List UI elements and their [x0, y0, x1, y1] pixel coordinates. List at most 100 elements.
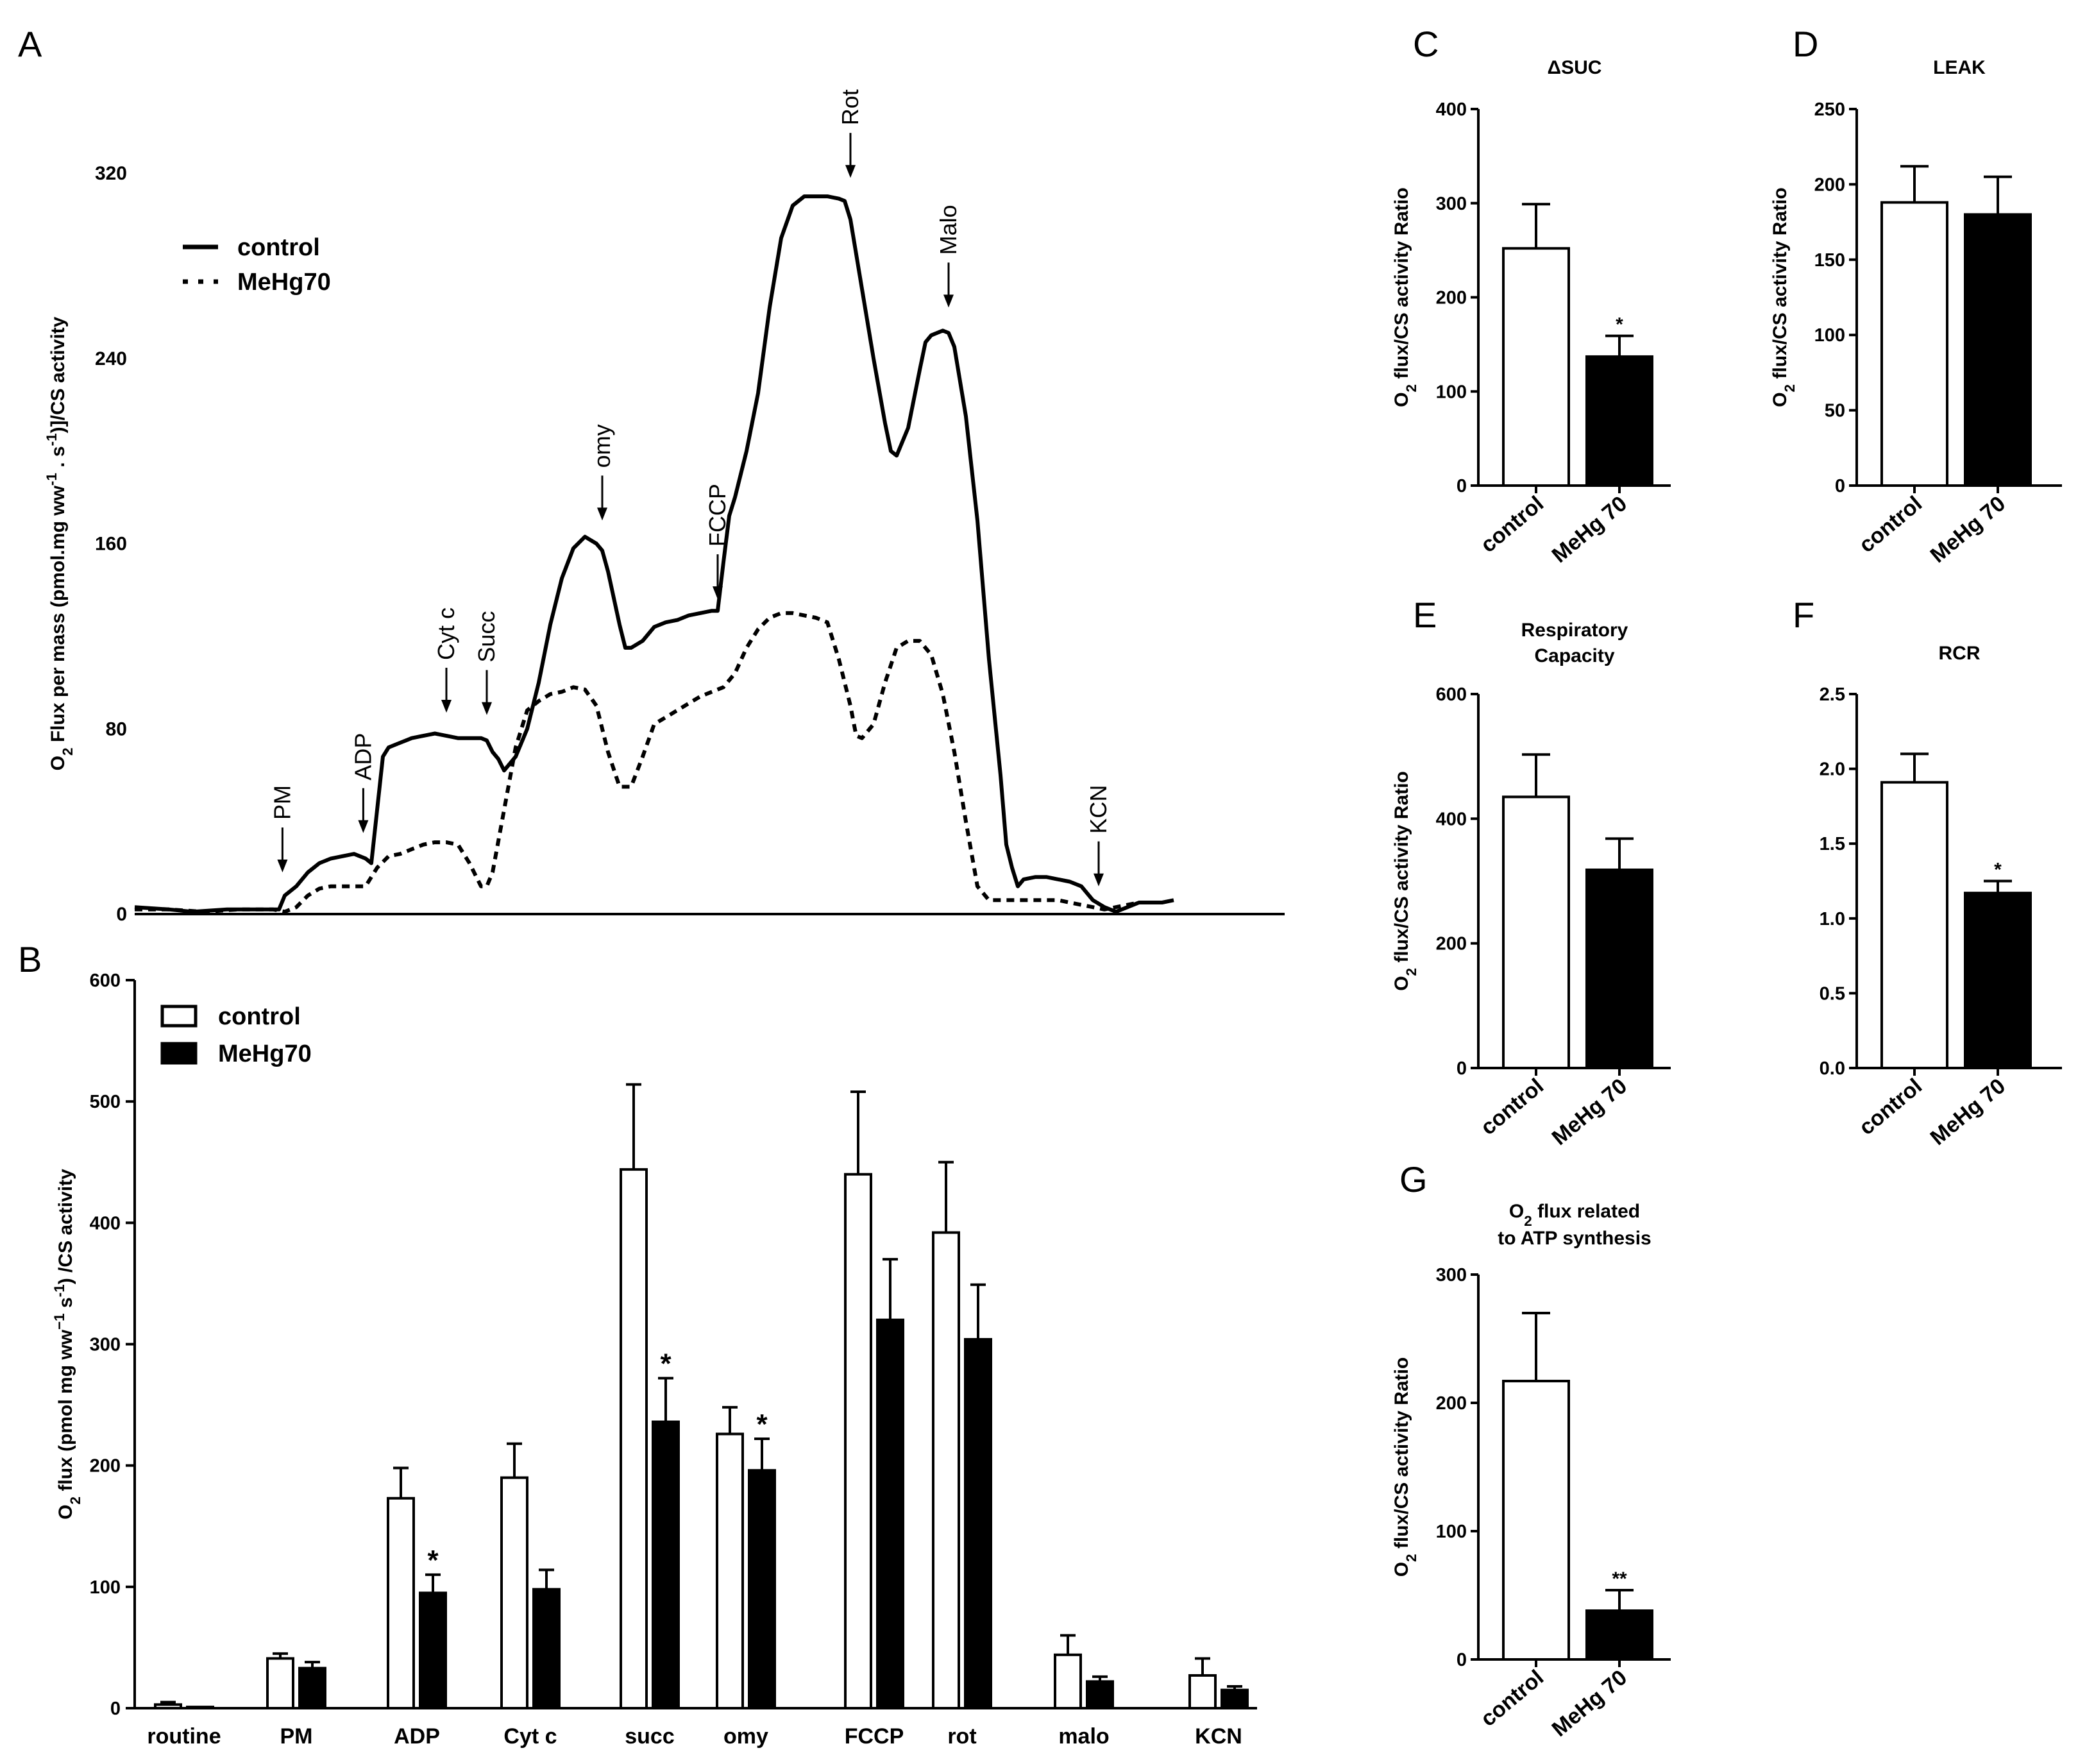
x-category-label: control	[1476, 1665, 1548, 1731]
annotation-omy: omy	[589, 424, 615, 521]
x-category-label: Cyt c	[503, 1724, 557, 1749]
annotation-label: PM	[269, 785, 295, 820]
bar-MeHg70	[1221, 1688, 1249, 1709]
bar-MeHg70	[652, 1420, 680, 1709]
bar-MeHg-70	[1585, 355, 1653, 488]
legend: control MeHg70	[160, 1003, 312, 1067]
annotation-arrowhead	[277, 860, 288, 873]
annotation-label: Succ	[473, 611, 500, 663]
panel-D: 0 50 100 150 200 250 O2 flux/CS activity Ratio…	[1770, 57, 2062, 568]
series-line-MeHg70	[135, 611, 1151, 914]
x-category-label: MeHg 70	[1548, 1074, 1632, 1150]
x-category-label: rot	[947, 1724, 976, 1749]
bar-MeHg70	[1086, 1680, 1114, 1709]
annotation-arrowhead	[482, 702, 492, 715]
bar-control	[154, 1703, 182, 1709]
bar-control	[1054, 1653, 1082, 1709]
y-axis-label: O2 flux/CS activity Ratio	[1391, 187, 1419, 407]
y-tick-label: 400	[1436, 99, 1467, 120]
y-tick-label: 200	[1436, 934, 1467, 954]
panel-title-line: to ATP synthesis	[1498, 1228, 1651, 1249]
y-axis-label: O2 flux (pmol mg ww−1 s-1) /CS activity	[51, 1169, 83, 1520]
y-tick-label: 200	[90, 1456, 121, 1477]
legend-label: MeHg70	[218, 1040, 312, 1067]
x-category-label: ADP	[394, 1724, 440, 1749]
panel-label-C: C	[1413, 24, 1439, 64]
bar-MeHg70	[419, 1591, 447, 1710]
bar-MeHg-70	[1585, 869, 1653, 1069]
panel-G: 0 100 200 300 O2 flux/CS activity Ratio O2 fl…	[1391, 1201, 1671, 1742]
y-tick-label: 200	[1436, 288, 1467, 309]
annotation-PM: PM	[269, 785, 295, 873]
bar-control	[932, 1231, 960, 1709]
bar-control	[1880, 781, 1948, 1069]
annotation-ADP: ADP	[350, 733, 376, 833]
panel-label-F: F	[1793, 595, 1814, 635]
y-tick-label: 80	[106, 718, 127, 740]
bar-control	[1502, 247, 1570, 487]
y-tick-label: 0	[1457, 1650, 1467, 1670]
bar-MeHg70	[964, 1337, 992, 1709]
bar-control	[387, 1497, 415, 1710]
legend-label: control	[218, 1003, 301, 1030]
y-tick-label: 320	[95, 163, 127, 184]
annotation-KCN: KCN	[1085, 785, 1111, 886]
significance-marker: *	[1994, 860, 2002, 881]
annotation-arrowhead	[597, 507, 607, 521]
y-tick-label: 100	[1436, 1522, 1467, 1542]
bar-control	[844, 1173, 872, 1709]
x-category-label: control	[1854, 1074, 1927, 1140]
y-tick-label: 240	[95, 348, 127, 369]
annotation-arrowhead	[943, 294, 954, 308]
y-tick-label: 300	[1436, 194, 1467, 214]
y-tick-label: 2.5	[1820, 684, 1845, 705]
panel-label-B: B	[18, 939, 42, 980]
y-tick-label: 0	[116, 904, 127, 925]
panel-label-D: D	[1793, 24, 1818, 64]
bar-MeHg-70	[1585, 1609, 1653, 1661]
bar-MeHg-70	[1964, 892, 2032, 1069]
x-category-label: MeHg 70	[1548, 1665, 1632, 1742]
annotation-label: omy	[589, 424, 615, 468]
y-tick-label: 500	[90, 1092, 121, 1112]
legend-label: control	[237, 234, 320, 261]
y-tick-label: 1.5	[1820, 834, 1845, 854]
y-tick-label: 0.5	[1820, 983, 1845, 1004]
y-tick-label: 0	[1835, 476, 1845, 496]
y-tick-label: 250	[1814, 99, 1845, 120]
annotation-label: FCCP	[704, 484, 731, 547]
annotation-label: Cyt c	[433, 607, 459, 660]
y-tick-label: 300	[1436, 1265, 1467, 1285]
bar-control	[716, 1432, 744, 1710]
panel-A: 0 80 160 240 320 O2 Flux per mass (pmol.mg ww…	[44, 89, 1285, 925]
significance-marker: *	[660, 1348, 672, 1379]
x-category-label: FCCP	[845, 1724, 904, 1749]
series-line-control	[134, 194, 1174, 914]
x-category-label: control	[1854, 491, 1927, 557]
panel-B: 0 100 200 300 400 500 600 O2 flux (pmol mg ww−1…	[51, 971, 1257, 1749]
y-axis-label: O2 Flux per mass (pmol.mg ww-1 . s-1)]/C…	[44, 316, 76, 770]
annotation-label: Rot	[837, 89, 863, 125]
annotation-label: Malo	[935, 205, 961, 255]
y-tick-label: 0	[1457, 476, 1467, 496]
x-category-label: MeHg 70	[1548, 491, 1632, 568]
annotation-label: ADP	[350, 733, 376, 781]
y-tick-label: 100	[90, 1577, 121, 1598]
x-category-label: control	[1476, 1074, 1548, 1140]
bar-MeHg70	[298, 1666, 326, 1709]
panel-title: RCR	[1939, 643, 1981, 664]
panel-label-E: E	[1413, 595, 1437, 635]
y-tick-label: 0.0	[1820, 1058, 1845, 1079]
annotation-Rot: Rot	[837, 89, 863, 178]
panel-label-A: A	[18, 24, 42, 64]
panel-F: 0.0 0.5 1.0 1.5 2.0 2.5 RCR control * MeHg 70	[1820, 643, 2062, 1150]
annotation-Malo: Malo	[935, 205, 961, 308]
bar-control	[1880, 201, 1948, 487]
bar-control	[500, 1476, 528, 1709]
y-tick-label: 200	[1814, 174, 1845, 195]
bar-control	[620, 1168, 648, 1709]
annotation-label: KCN	[1085, 785, 1111, 834]
y-tick-label: 1.0	[1820, 909, 1845, 929]
panel-E: 0 200 400 600 O2 flux/CS activity Ratio Respi…	[1391, 620, 1671, 1150]
